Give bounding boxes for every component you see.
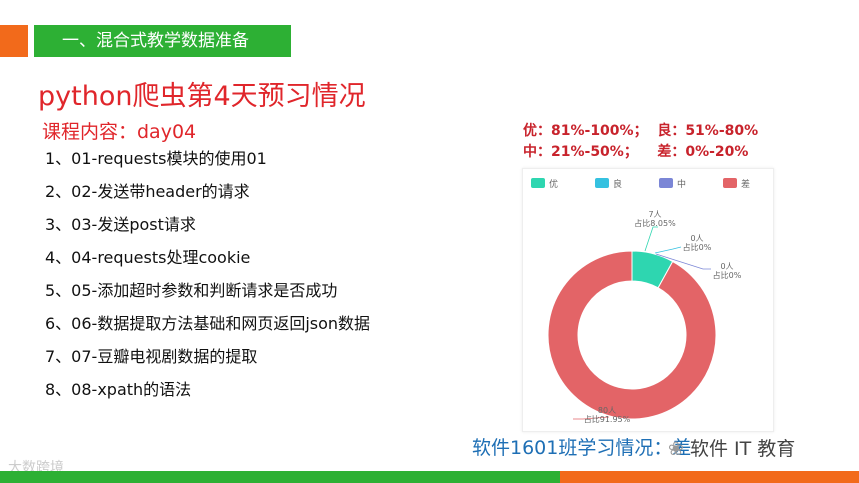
footer-bar-green — [0, 471, 560, 483]
course-item: 5、05-添加超时参数和判断请求是否成功 — [45, 281, 338, 300]
legend-swatch[interactable] — [723, 178, 737, 188]
slice-count-label: 0人 — [720, 262, 733, 271]
course-item: 8、08-xpath的语法 — [45, 380, 192, 399]
section-header: 一、混合式教学数据准备 — [34, 25, 291, 57]
wechat-watermark: ❀ 软件 IT 教育 — [668, 434, 795, 461]
leader-line — [655, 253, 711, 270]
course-item: 4、04-requests处理cookie — [45, 248, 251, 267]
slice-percent-label: 占比0% — [683, 242, 712, 252]
grade-legend-line: 中：21%-50%； 差：0%-20% — [523, 144, 749, 160]
slice-percent-label: 占比0% — [713, 270, 742, 280]
chart-panel: 优良中差 7人 占比8.05% 0人 占比0% 0人 占比0% 80人 占比91.95% — [522, 168, 774, 432]
legend-label[interactable]: 良 — [613, 178, 622, 190]
chart-caption: 软件1601班学习情况：差 — [472, 437, 692, 459]
legend-swatch[interactable] — [595, 178, 609, 188]
slice-percent-label: 占比91.95% — [584, 414, 631, 424]
legend-label[interactable]: 优 — [549, 178, 558, 190]
course-item: 6、06-数据提取方法基础和网页返回json数据 — [45, 314, 371, 333]
grade-legend-line: 优：81%-100%； 良：51%-80% — [523, 123, 759, 139]
header-accent — [0, 25, 28, 57]
slice-percent-label: 占比8.05% — [634, 218, 676, 228]
slide-subtitle: 课程内容：day04 — [42, 121, 197, 143]
slide-title: python爬虫第4天预习情况 — [38, 81, 366, 112]
donut-slice[interactable] — [547, 250, 717, 420]
leader-line — [654, 246, 682, 254]
slice-count-label: 80人 — [598, 406, 616, 415]
footer-bar — [0, 471, 859, 483]
grade-legend: 优：81%-100%； 良：51%-80% 中：21%-50%； 差：0%-20… — [523, 121, 758, 163]
course-item: 1、01-requests模块的使用01 — [45, 149, 267, 168]
legend-label[interactable]: 中 — [677, 178, 686, 190]
course-item: 7、07-豆瓣电视剧数据的提取 — [45, 347, 258, 366]
leader-line — [644, 226, 658, 252]
course-item: 3、03-发送post请求 — [45, 215, 196, 234]
footer-bar-orange — [560, 471, 859, 483]
course-item: 2、02-发送带header的请求 — [45, 182, 250, 201]
leader-line — [573, 416, 610, 420]
legend-label[interactable]: 差 — [741, 178, 750, 190]
slice-count-label: 7人 — [648, 210, 661, 219]
donut-chart: 优良中差7人占比8.05%0人占比0%0人占比0%80人占比91.95% — [531, 178, 750, 424]
section-label: 一、混合式教学数据准备 — [62, 31, 249, 51]
legend-swatch[interactable] — [659, 178, 673, 188]
course-item-list: 1、01-requests模块的使用01 2、02-发送带header的请求 3… — [45, 148, 370, 412]
slice-count-label: 0人 — [690, 234, 703, 243]
wechat-label: 软件 IT 教育 — [689, 438, 796, 460]
legend-swatch[interactable] — [531, 178, 545, 188]
wechat-icon: ❀ — [668, 438, 690, 460]
